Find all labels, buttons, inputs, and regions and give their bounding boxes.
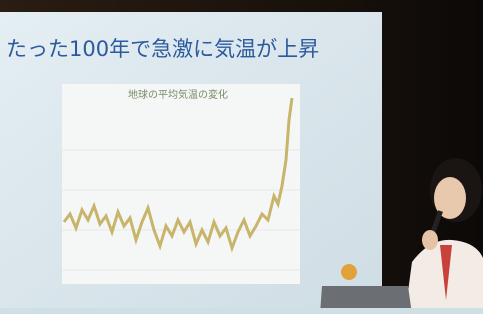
chart-area: [62, 84, 300, 284]
page: たった100年で急激に気温が上昇 地球の平均気温の変化 (() => { con…: [0, 0, 483, 314]
slide-title: たった100年で急激に気温が上昇: [6, 37, 319, 61]
hand: [422, 230, 438, 250]
screen-bottom: [0, 308, 483, 314]
chart-title: 地球の平均気温の変化: [128, 88, 228, 101]
lamp: [341, 264, 357, 280]
photo: たった100年で急激に気温が上昇 地球の平均気温の変化: [0, 0, 483, 314]
